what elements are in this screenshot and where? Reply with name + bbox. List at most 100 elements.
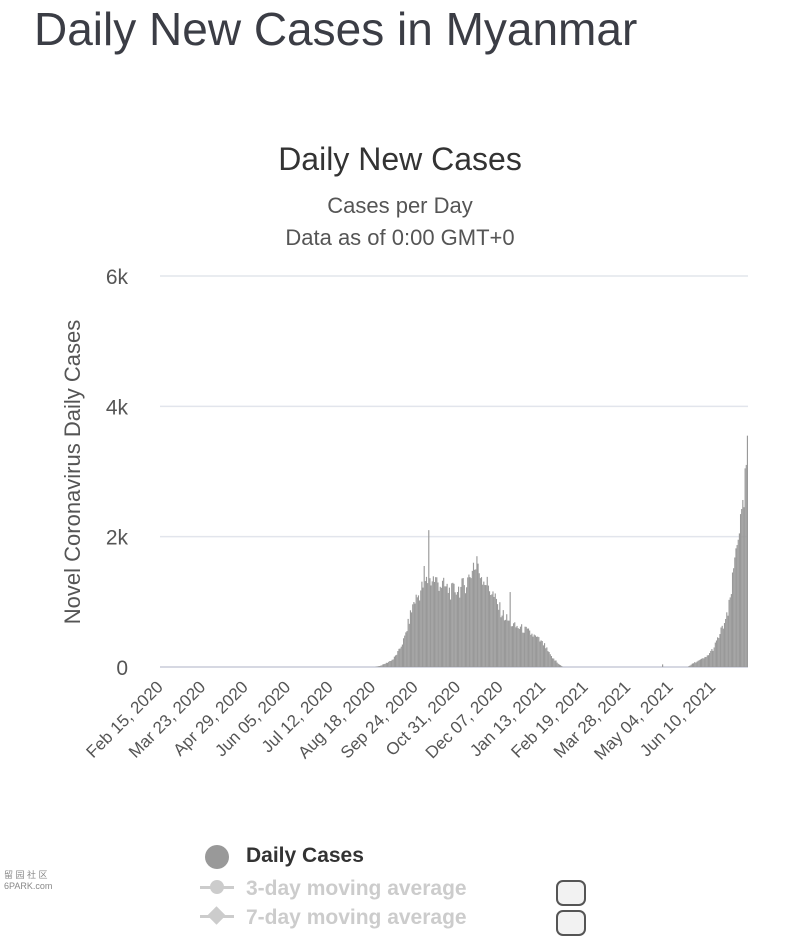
bar [702,658,704,667]
bar [738,533,740,667]
bar [432,576,434,667]
bar [538,637,540,667]
bar [484,585,486,667]
bar [701,658,703,667]
bar [530,634,532,667]
bar [399,648,401,667]
bar [534,635,536,667]
bar [500,617,502,667]
bar [440,587,442,667]
bar [707,655,710,667]
bar [408,623,410,667]
bar [730,594,732,667]
bar [422,587,424,667]
bar [514,622,516,667]
bar [391,659,393,667]
bar [539,641,541,667]
bar [413,602,415,667]
bar [417,595,420,667]
bar [454,592,456,667]
bar [477,563,479,667]
bar [506,614,508,667]
bar [472,562,475,667]
bar [722,628,724,667]
bars [375,435,748,667]
bar [713,647,715,667]
bar [476,556,478,667]
bar [430,585,432,667]
bar [553,658,555,667]
bar [720,627,722,667]
y-tick-label: 2k [106,527,129,550]
bar [386,662,389,667]
bar [711,649,713,667]
legend-label: 7-day moving average [246,906,467,929]
bar [696,661,698,667]
bar [405,632,407,667]
bar [526,628,528,667]
circle-icon [210,880,224,894]
watermark-line2: 6PARK.com [4,881,53,891]
bar [415,594,417,667]
bar [541,641,543,667]
chart-subtitle-line1: Cases per Day [327,193,473,218]
bar [462,578,464,667]
toggle-7-day-average-checkbox[interactable] [556,910,586,936]
bar [543,643,546,667]
bar [697,660,699,667]
bar [532,636,534,667]
bar [734,557,736,667]
bar [485,585,487,667]
bar [510,626,512,667]
bar [424,581,426,667]
bar [412,604,414,667]
bar [741,509,743,667]
bar [377,666,379,667]
bar [746,435,748,667]
bar [479,578,481,667]
bar [712,650,714,667]
bar [714,642,716,667]
toggle-3-day-average-checkbox[interactable] [556,880,586,906]
bar [710,650,712,667]
bar [727,615,729,667]
bar [435,577,437,667]
bar [452,582,454,667]
bar [725,618,727,667]
bar [546,647,548,667]
y-axis-title: Novel Coronavirus Daily Cases [60,320,85,624]
bar [494,593,496,667]
bar [429,578,431,667]
bar [509,592,511,667]
bar [491,594,493,667]
chart-title: Daily New Cases [278,141,522,177]
bar [502,610,504,667]
bar [437,582,439,667]
bar [480,577,483,667]
bar [516,625,518,667]
bar [498,609,500,667]
bar [421,581,423,667]
bar [493,596,495,667]
bar [474,569,476,667]
bar [449,599,452,667]
bar [470,578,472,667]
bar [468,574,470,667]
bar [382,664,384,667]
bar [533,634,535,667]
bar [385,662,387,667]
bar [662,664,664,667]
bar [490,595,492,667]
bar [545,648,547,667]
bar [695,662,697,667]
bar [463,585,465,667]
bar [447,592,449,667]
bar [742,499,744,667]
bar [499,602,501,667]
bar [525,626,527,667]
bar [486,576,488,667]
bar [529,630,531,667]
bar [558,664,561,667]
bar [453,583,455,667]
bar [517,628,519,667]
